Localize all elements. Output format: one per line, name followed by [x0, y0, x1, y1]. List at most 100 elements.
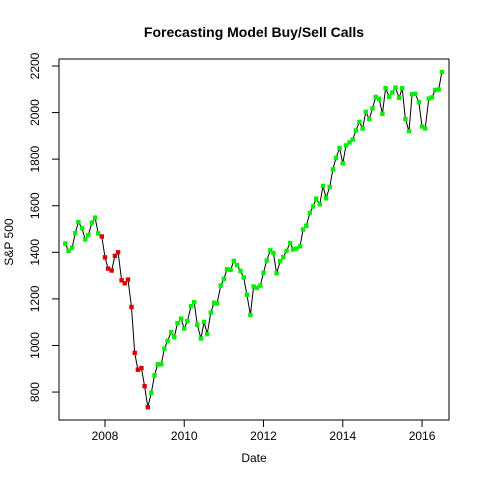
buy-point	[198, 336, 204, 341]
buy-point	[436, 87, 441, 92]
sell-point	[129, 304, 134, 310]
buy-point	[89, 220, 95, 225]
buy-point	[73, 231, 78, 236]
buy-point	[251, 284, 256, 289]
sell-point	[102, 255, 108, 260]
sell-point	[109, 268, 114, 273]
sell-point	[145, 405, 150, 410]
buy-point	[234, 262, 240, 268]
buy-point	[192, 300, 197, 305]
y-tick-label: 2000	[28, 99, 42, 126]
buy-point	[221, 276, 227, 282]
buy-point	[185, 319, 190, 324]
buy-point	[423, 126, 428, 131]
buy-point	[201, 319, 207, 325]
sell-point	[125, 277, 131, 282]
buy-point	[258, 283, 263, 288]
buy-point	[380, 111, 385, 116]
buy-point	[155, 362, 160, 367]
buy-point	[390, 90, 395, 95]
y-tick-label: 1600	[28, 192, 42, 219]
sell-point	[122, 281, 127, 286]
y-tick-label: 2200	[28, 52, 42, 79]
buy-point	[297, 244, 303, 249]
buy-point	[96, 231, 101, 236]
buy-point	[314, 196, 319, 201]
buy-point	[278, 259, 283, 264]
buy-point	[367, 116, 372, 122]
buy-point	[363, 109, 368, 115]
sell-point	[142, 384, 147, 389]
x-tick-label: 2012	[250, 429, 277, 443]
buy-point	[238, 268, 243, 274]
buy-point	[304, 223, 309, 228]
buy-point	[419, 124, 425, 129]
buy-point	[370, 106, 375, 111]
buy-point	[439, 69, 445, 75]
buy-point	[208, 310, 213, 315]
buy-point	[416, 100, 422, 105]
buy-point	[396, 95, 402, 101]
y-tick-label: 1000	[28, 332, 42, 359]
buy-point	[343, 143, 349, 148]
buy-point	[400, 86, 405, 91]
x-tick-label: 2008	[92, 429, 119, 443]
buy-point	[211, 300, 217, 305]
buy-point	[172, 334, 177, 340]
sell-point	[132, 350, 137, 356]
buy-point	[149, 390, 154, 395]
sell-point	[139, 365, 144, 371]
sell-point	[115, 250, 121, 255]
buy-point	[218, 283, 223, 288]
buy-point	[159, 362, 164, 367]
buy-point	[373, 94, 378, 100]
buy-point	[76, 219, 81, 225]
buy-point	[310, 204, 316, 209]
buy-point	[69, 245, 75, 250]
x-axis: 2008 2010 2012 2014 2016	[92, 419, 436, 443]
x-tick-label: 2016	[409, 429, 436, 443]
buy-point	[281, 255, 286, 260]
buy-point	[63, 241, 68, 246]
buy-point	[254, 285, 259, 291]
sell-point	[99, 234, 104, 239]
buy-point	[307, 210, 313, 216]
buy-point	[426, 96, 431, 101]
buy-point	[333, 155, 339, 161]
sell-point	[112, 253, 118, 258]
buy-point	[231, 258, 236, 264]
y-tick-label: 1400	[28, 239, 42, 266]
buy-point	[79, 226, 85, 231]
x-tick-label: 2010	[171, 429, 198, 443]
buy-point	[429, 95, 435, 100]
buy-point	[294, 246, 299, 251]
buy-point	[403, 116, 408, 122]
buy-point	[274, 271, 279, 276]
buy-point	[86, 232, 91, 238]
buy-point	[152, 373, 157, 378]
buy-point	[188, 303, 194, 309]
buy-point	[169, 330, 174, 335]
buy-point	[228, 267, 233, 272]
buy-point	[178, 316, 184, 321]
sell-point	[119, 278, 124, 283]
buy-point	[330, 167, 336, 172]
y-tick-label: 1200	[28, 285, 42, 312]
buy-point	[317, 202, 322, 207]
buy-point	[377, 96, 382, 101]
buy-point	[287, 240, 293, 246]
buy-point	[393, 85, 398, 90]
buy-point	[205, 331, 210, 337]
buy-point	[409, 92, 415, 97]
buy-point	[175, 320, 180, 326]
buy-point	[350, 137, 355, 142]
buy-point	[360, 126, 365, 131]
y-axis: 800 1000 1200 1400 1600 1800 2000 2200	[28, 52, 60, 402]
buy-point	[271, 250, 276, 256]
buy-point	[406, 129, 412, 134]
buy-point	[387, 94, 392, 99]
buy-point	[165, 338, 170, 343]
sell-point	[105, 266, 111, 271]
buy-point	[340, 161, 345, 166]
